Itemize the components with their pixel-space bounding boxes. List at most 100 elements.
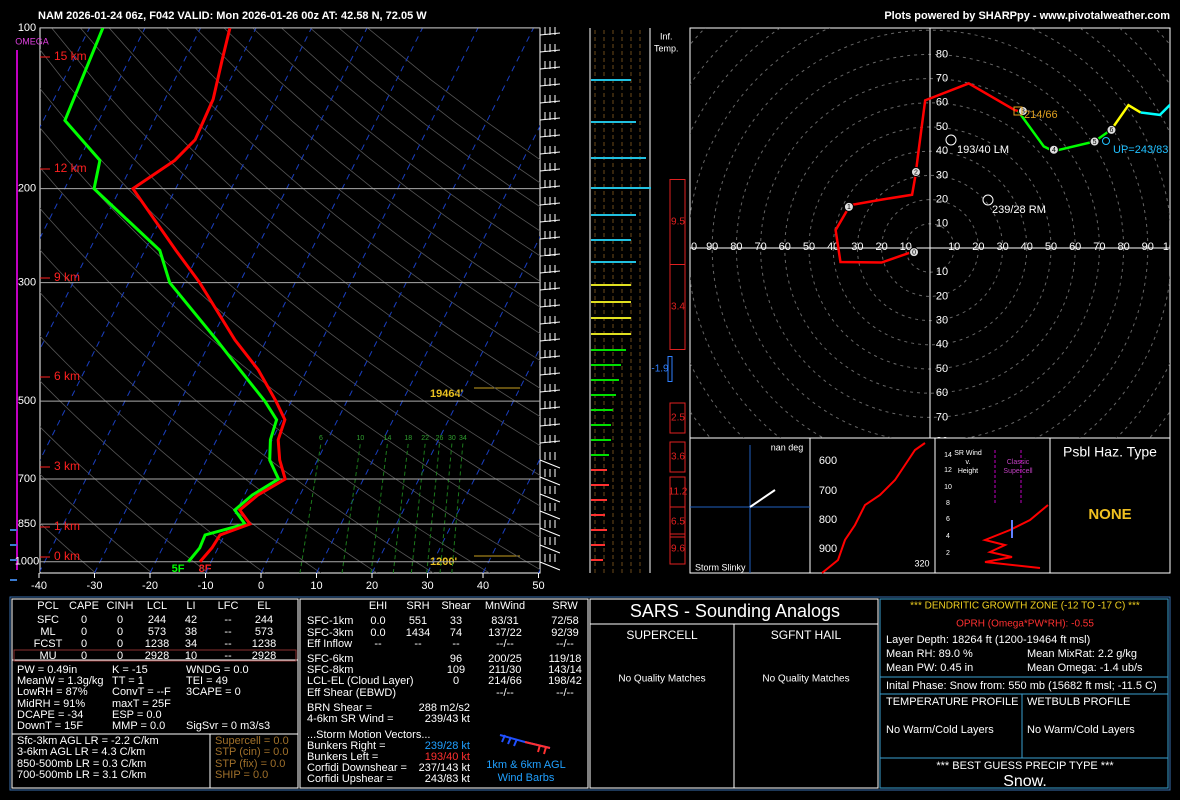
temperature-label: 10: [310, 580, 322, 592]
wind-barb: [539, 78, 561, 87]
kin-cell: 0.0: [370, 615, 385, 627]
hodo-label: 30: [936, 315, 948, 327]
km-marker: [843, 201, 854, 212]
storm-motion: [982, 194, 994, 206]
dry-adiabat: [40, 522, 96, 573]
dewpoint-profile: [63, 28, 281, 563]
height-label: 3 km: [54, 459, 80, 473]
dry-adiabat: [40, 380, 265, 573]
index: DownT = 15F: [17, 720, 83, 732]
srwind-title: v.: [966, 459, 971, 466]
hodo-label: 70: [754, 241, 766, 253]
slinky-direction: nan deg: [771, 442, 804, 452]
winter-stat: Inital Phase: Snow from: 550 mb (15682 f…: [886, 680, 1157, 692]
sars-header: SUPERCELL: [626, 628, 698, 642]
km-marker: [1089, 136, 1100, 147]
left-mover-label: 193/40 LM: [957, 144, 1009, 156]
parcel-header: CINH: [107, 600, 134, 612]
kin-cell: --: [414, 638, 422, 650]
hodo-label: 20: [936, 194, 948, 206]
kin-cell: 137/22: [488, 627, 522, 639]
isotherm: [94, 28, 368, 573]
barb-caption: 1km & 6km AGL: [486, 759, 565, 771]
sars-header: SGFNT HAIL: [771, 628, 842, 642]
km-marker-label: 5: [1093, 139, 1097, 146]
lapse-rate: 850-500mb LR = 0.3 C/km: [17, 758, 146, 770]
parcel-cell: 34: [185, 638, 197, 650]
hodo-label: 70: [936, 411, 948, 423]
kin-label: BRN Shear =: [307, 702, 372, 714]
kin-value: 239/28 kt: [425, 740, 470, 752]
sars-title: SARS - Sounding Analogs: [630, 601, 840, 621]
sars-result: No Quality Matches: [618, 674, 705, 685]
hodo-label: 50: [1045, 241, 1057, 253]
inferred-temp-label: Temp.: [654, 43, 679, 53]
hodo-label: 10: [948, 241, 960, 253]
parcel-cell: 10: [185, 650, 197, 662]
kin-cell: 1434: [406, 627, 430, 639]
hodo-label: 90: [1142, 241, 1154, 253]
winter-stat: Mean MixRat: 2.2 g/kg: [1027, 648, 1137, 660]
inferred-temp-value: 2.5: [671, 413, 685, 424]
kin-cell: --/--: [496, 638, 514, 650]
hodo-label: 20: [936, 290, 948, 302]
winter-header: WETBULB PROFILE: [1027, 696, 1130, 708]
index: TT = 1: [112, 675, 144, 687]
parcel-cell: 573: [148, 626, 166, 638]
inferred-temp-value: 3.6: [671, 452, 685, 463]
pressure-label: 300: [18, 277, 36, 289]
height-label: 6 km: [54, 369, 80, 383]
lapse-rate: Sfc-3km AGL LR = -2.2 C/km: [17, 735, 159, 747]
isotherm: [40, 28, 146, 240]
hodo-label: 100: [679, 241, 697, 253]
kin-row-label: SFC-1km: [307, 615, 353, 627]
wind-barb: [539, 27, 561, 36]
hodo-label: 50: [936, 363, 948, 375]
severe-index: STP (cin) = 0.0: [215, 746, 288, 758]
pressure-label: 200: [18, 183, 36, 195]
parcel-header: PCL: [37, 600, 58, 612]
index: ESP = 0.0: [112, 709, 162, 721]
temperature-label: -40: [31, 580, 47, 592]
parcel-header: LCL: [147, 600, 167, 612]
mixing-ratio-label: 10: [356, 435, 364, 442]
isotherm: [371, 235, 540, 573]
parcel-cell: 2928: [252, 650, 276, 662]
kin-cell: 33: [450, 615, 462, 627]
index: PW = 0.49in: [17, 664, 77, 676]
parcel-cell: MU: [39, 650, 56, 662]
dry-adiabat: [108, 28, 540, 389]
kin-cell: 72/58: [551, 615, 579, 627]
pressure-label: 100: [18, 22, 36, 34]
hodo-label: 80: [936, 48, 948, 60]
hodo-label: 50: [803, 241, 815, 253]
wind-barb: [539, 44, 561, 53]
severe-index: Supercell = 0.0: [215, 735, 289, 747]
mu-highlight: [13, 649, 297, 662]
winter-result: No Warm/Cold Layers: [1027, 724, 1135, 736]
parcel-cell: FCST: [34, 638, 63, 650]
height-label: 12 km: [54, 161, 87, 175]
kin-header: EHI: [369, 600, 387, 612]
temperature-label: -30: [87, 580, 103, 592]
index: DCAPE = -34: [17, 709, 83, 721]
index: 3CAPE = 0: [186, 686, 241, 698]
parcel-cell: 0: [117, 626, 123, 638]
parcel-cell: 244: [255, 614, 273, 626]
wind-barb: [539, 95, 561, 104]
hodo-label: 30: [936, 169, 948, 181]
km-marker: [909, 247, 920, 258]
kin-cell: 143/14: [548, 664, 582, 676]
mixing-ratio-line: [410, 443, 426, 573]
deviant-label: 214/66: [1024, 109, 1058, 121]
temperature-label: 40: [477, 580, 489, 592]
index: LowRH = 87%: [17, 686, 88, 698]
wind-barb: [539, 61, 561, 70]
hodo-label: 20: [875, 241, 887, 253]
kin-row-label: SFC-8km: [307, 664, 353, 676]
kinematic-frame: [299, 598, 589, 789]
hodo-label: 60: [936, 387, 948, 399]
hodo-trace: [1140, 103, 1170, 117]
kin-cell: 96: [450, 653, 462, 665]
barb-caption: Wind Barbs: [498, 772, 555, 784]
